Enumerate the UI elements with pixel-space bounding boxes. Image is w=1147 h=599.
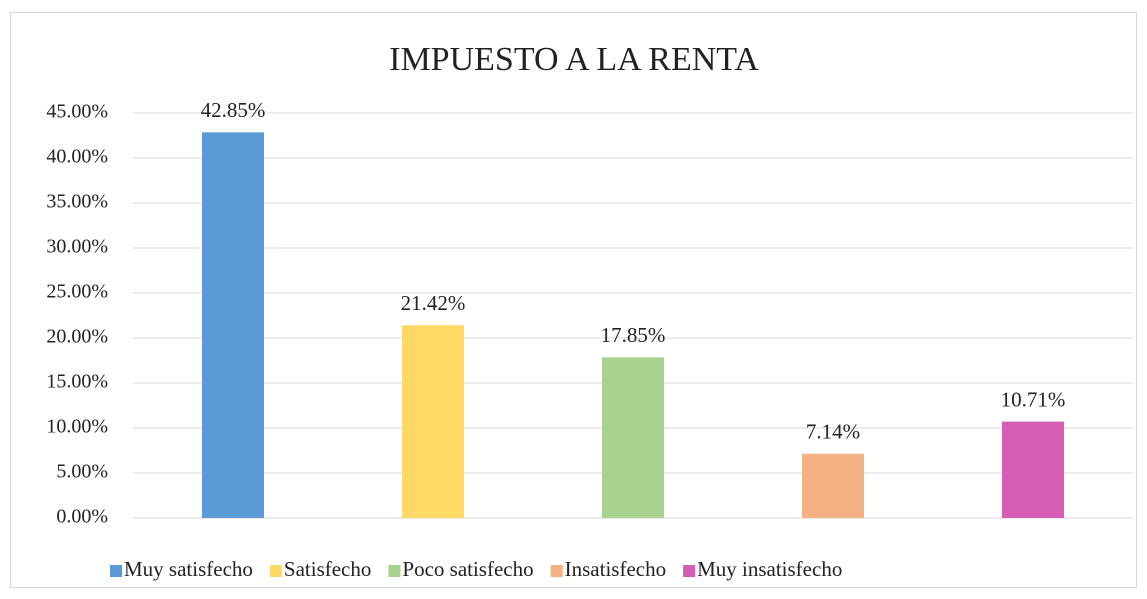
legend-swatch [683,565,696,577]
y-tick-label: 10.00% [46,416,108,438]
y-tick-label: 30.00% [46,236,108,258]
y-tick-label: 25.00% [46,281,108,303]
y-tick-label: 5.00% [56,461,108,483]
legend-label: Muy insatisfecho [697,557,842,581]
bar [802,453,864,518]
bar [402,325,464,518]
legend-swatch [550,565,563,577]
data-label: 10.71% [1001,387,1066,411]
y-tick-label: 15.00% [46,371,108,393]
legend-label: Satisfecho [284,557,371,581]
bar [602,357,664,518]
chart-frame [10,12,1137,588]
data-label: 17.85% [601,323,666,347]
legend-swatch [269,565,282,577]
legend-label: Muy satisfecho [124,557,253,581]
y-tick-label: 20.00% [46,326,108,348]
legend-label: Insatisfecho [565,557,666,581]
y-tick-label: 45.00% [46,101,108,123]
y-tick-label: 35.00% [46,191,108,213]
y-tick-label: 40.00% [46,146,108,168]
bar [202,132,264,518]
data-label: 21.42% [401,291,466,315]
chart-title: IMPUESTO A LA RENTA [389,41,759,78]
bar [1002,421,1064,518]
y-tick-label: 0.00% [56,506,108,528]
data-label: 7.14% [806,420,860,444]
data-label: 42.85% [201,98,266,122]
legend-swatch [388,565,401,577]
legend-label: Poco satisfecho [402,557,533,581]
legend-swatch [110,565,122,577]
